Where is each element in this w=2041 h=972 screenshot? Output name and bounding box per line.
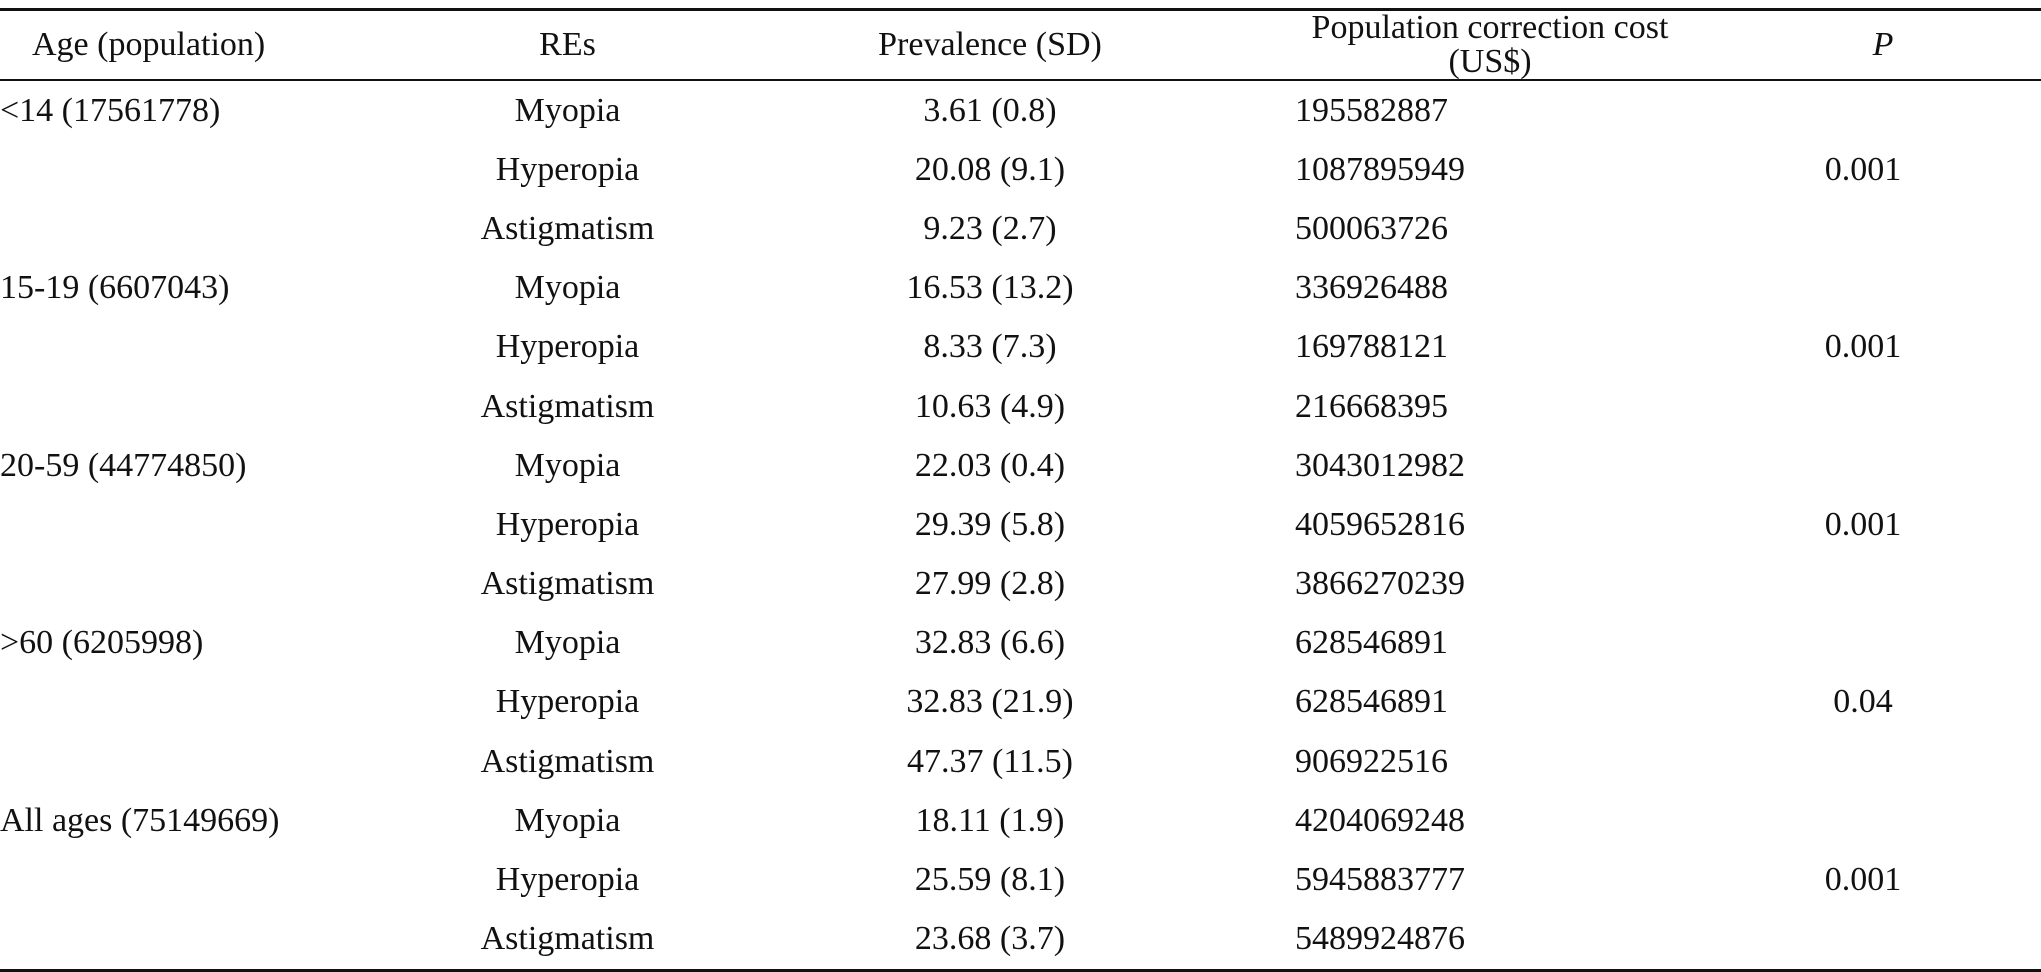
cost-cell: 1087895949 (1295, 150, 1465, 188)
table-body: <14 (17561778) Myopia 3.61 (0.8) 1955828… (0, 80, 2041, 971)
p-value-cell: 0.001 (1824, 328, 1902, 366)
p-value-cell: 0.001 (1824, 861, 1902, 899)
prevalence-cell: 18.11 (1.9) (915, 801, 1065, 839)
table-row: <14 (17561778) Myopia 3.61 (0.8) 1955828… (0, 80, 2041, 186)
prevalence-cell: 29.39 (5.8) (914, 505, 1066, 543)
re-cell: Myopia (514, 801, 621, 839)
p-value-cell: 0.04 (1833, 683, 1893, 721)
re-cell: Myopia (514, 624, 621, 662)
table-row: All ages (75149669) Myopia 18.11 (1.9) 4… (0, 791, 2041, 896)
prevalence-cell: 32.83 (21.9) (906, 683, 1074, 721)
prevalence-cell: 9.23 (2.7) (923, 209, 1057, 247)
age-group-empty-cell (0, 732, 450, 791)
cost-cell: 906922516 (1295, 742, 1448, 780)
cost-cell: 500063726 (1295, 209, 1448, 247)
prevalence-cell: 47.37 (11.5) (907, 742, 1073, 780)
cost-cell: 4204069248 (1295, 801, 1465, 839)
table-row: Astigmatism 47.37 (11.5) 906922516 (0, 732, 2041, 791)
re-cell: Astigmatism (480, 742, 655, 780)
cost-cell: 628546891 (1295, 624, 1448, 662)
age-group-empty-cell (0, 377, 450, 436)
prevalence-cell: 22.03 (0.4) (914, 446, 1066, 484)
table-header: Age (population) REs Prevalence (SD) Pop… (0, 9, 2041, 80)
header-row: Age (population) REs Prevalence (SD) Pop… (0, 9, 2041, 80)
age-group-cell: <14 (17561778) (0, 91, 221, 129)
table-row: Astigmatism 27.99 (2.8) 3866270239 (0, 555, 2041, 614)
refractive-errors-table: Age (population) REs Prevalence (SD) Pop… (0, 8, 2041, 972)
re-cell: Hyperopia (495, 683, 640, 721)
prevalence-cell: 23.68 (3.7) (914, 920, 1066, 958)
table-row: Astigmatism 9.23 (2.7) 500063726 (0, 199, 2041, 258)
re-cell: Myopia (514, 91, 621, 129)
re-cell: Astigmatism (480, 209, 655, 247)
table-row: >60 (6205998) Myopia 32.83 (6.6) 6285468… (0, 614, 2041, 719)
re-cell: Astigmatism (480, 565, 655, 603)
age-group-cell: 15-19 (6607043) (0, 269, 230, 307)
re-cell: Myopia (514, 446, 621, 484)
age-group-empty-cell (0, 140, 450, 199)
age-group-cell: >60 (6205998) (0, 624, 204, 662)
prevalence-cell: 25.59 (8.1) (914, 861, 1066, 899)
header-age: Age (population) (32, 26, 266, 63)
cost-cell: 3043012982 (1295, 446, 1465, 484)
re-cell: Astigmatism (480, 387, 655, 425)
prevalence-cell: 8.33 (7.3) (923, 328, 1057, 366)
table-row: Hyperopia 20.08 (9.1) 1087895949 (0, 140, 2041, 199)
re-cell: Astigmatism (480, 920, 655, 958)
cost-cell: 195582887 (1295, 91, 1448, 129)
table-row: Hyperopia 32.83 (21.9) 628546891 (0, 673, 2041, 732)
prevalence-cell: 3.61 (0.8) (923, 91, 1057, 129)
table-row: Hyperopia 29.39 (5.8) 4059652816 (0, 495, 2041, 554)
prevalence-cell: 20.08 (9.1) (914, 150, 1066, 188)
cost-cell: 5945883777 (1295, 861, 1465, 899)
prevalence-cell: 27.99 (2.8) (914, 565, 1066, 603)
age-group-empty-cell (0, 199, 450, 258)
cost-cell: 4059652816 (1295, 505, 1465, 543)
cost-cell: 3866270239 (1295, 565, 1465, 603)
age-group-empty-cell (0, 318, 450, 377)
cost-cell: 169788121 (1295, 328, 1448, 366)
re-cell: Hyperopia (495, 861, 640, 899)
prevalence-cell: 10.63 (4.9) (914, 387, 1066, 425)
header-p: P (1872, 26, 1894, 63)
age-group-empty-cell (0, 495, 450, 554)
age-group-empty-cell (0, 555, 450, 614)
re-cell: Hyperopia (495, 328, 640, 366)
prevalence-cell: 32.83 (6.6) (914, 624, 1066, 662)
p-value-cell: 0.001 (1824, 150, 1902, 188)
prevalence-cell: 16.53 (13.2) (906, 269, 1074, 307)
cost-cell: 5489924876 (1295, 920, 1465, 958)
re-cell: Myopia (514, 269, 621, 307)
age-group-empty-cell (0, 673, 450, 732)
data-table-container: Age (population) REs Prevalence (SD) Pop… (0, 8, 2041, 972)
table-row: 20-59 (44774850) Myopia 22.03 (0.4) 3043… (0, 436, 2041, 541)
age-group-cell: All ages (75149669) (0, 801, 280, 839)
table-row: 15-19 (6607043) Myopia 16.53 (13.2) 3369… (0, 259, 2041, 364)
header-cost: Population correction cost (US$) (1311, 9, 1669, 80)
re-cell: Hyperopia (495, 150, 640, 188)
table-row: Hyperopia 25.59 (8.1) 5945883777 (0, 850, 2041, 909)
p-value-cell: 0.001 (1824, 505, 1902, 543)
age-group-empty-cell (0, 850, 450, 909)
table-row: Astigmatism 10.63 (4.9) 216668395 (0, 377, 2041, 436)
cost-cell: 628546891 (1295, 683, 1448, 721)
age-group-cell: 20-59 (44774850) (0, 446, 247, 484)
table-row: Hyperopia 8.33 (7.3) 169788121 (0, 318, 2041, 377)
cost-cell: 216668395 (1295, 387, 1448, 425)
cost-cell: 336926488 (1295, 269, 1448, 307)
re-cell: Hyperopia (495, 505, 640, 543)
header-prevalence: Prevalence (SD) (878, 26, 1102, 63)
age-group-empty-cell (0, 910, 450, 971)
header-res: REs (539, 26, 596, 63)
